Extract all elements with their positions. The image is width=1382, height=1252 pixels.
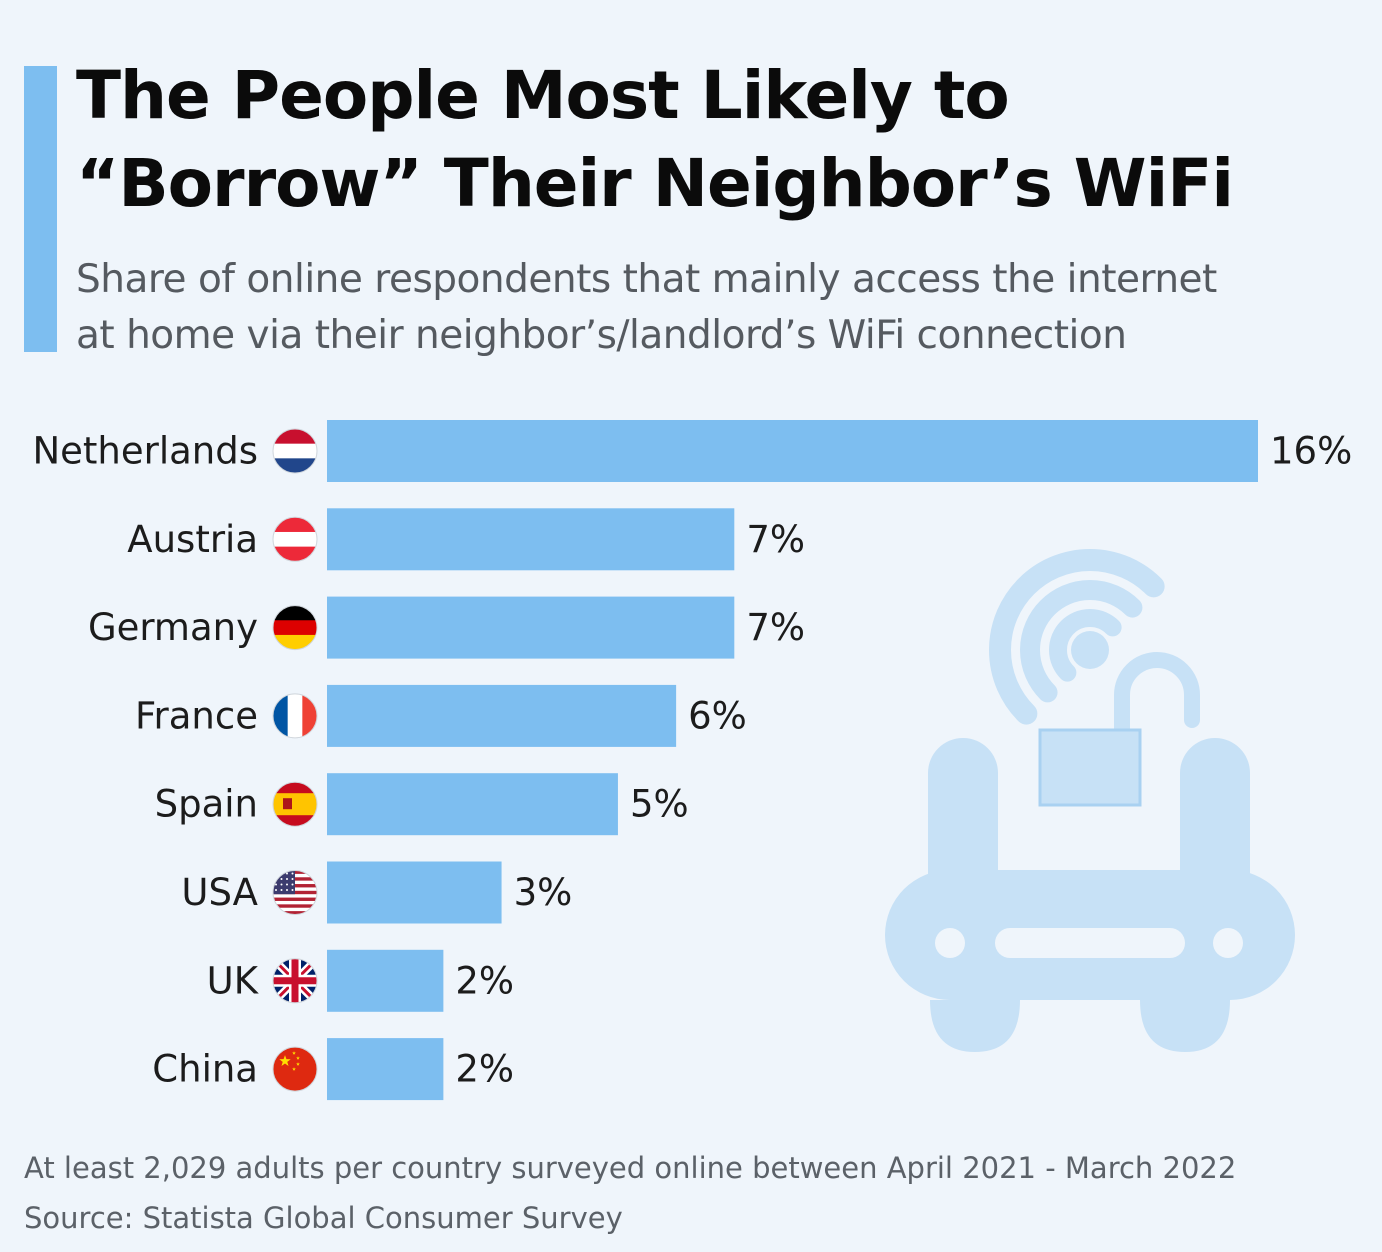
bar-france	[327, 684, 677, 747]
category-label-uk: UK	[207, 959, 260, 1002]
chart-footer: At least 2,029 adults per country survey…	[24, 1143, 1364, 1243]
chart-title-line-1: The People Most Likely to	[76, 57, 1010, 134]
category-label-france: France	[135, 694, 258, 737]
accent-bar	[24, 66, 57, 352]
value-label-austria: 7%	[746, 518, 805, 561]
flag-netherlands-icon	[272, 428, 318, 474]
bar-spain	[327, 773, 618, 836]
bar-germany	[327, 596, 735, 659]
flag-germany-icon	[272, 605, 318, 651]
category-label-netherlands: Netherlands	[32, 430, 258, 473]
chart-subtitle-line-2: at home via their neighbor’s/landlord’s …	[76, 313, 1127, 358]
flag-spain-icon	[272, 781, 318, 827]
category-label-usa: USA	[181, 871, 258, 914]
flag-china-icon	[272, 1046, 318, 1092]
bar-chart: Netherlands 16% Austria 7% Germany 7% France 6%…	[32, 420, 1352, 1101]
value-label-germany: 7%	[746, 606, 805, 649]
bar-austria	[327, 508, 735, 571]
chart-title: The People Most Likely to “Borrow” Their…	[76, 52, 1376, 228]
bar-uk	[327, 949, 444, 1012]
category-label-spain: Spain	[155, 783, 258, 826]
chart-subtitle-line-1: Share of online respondents that mainly …	[76, 257, 1217, 302]
value-label-china: 2%	[455, 1048, 514, 1091]
survey-note: At least 2,029 adults per country survey…	[24, 1151, 1237, 1185]
bar-china	[327, 1038, 444, 1101]
flag-austria-icon	[272, 516, 318, 562]
value-label-uk: 2%	[455, 959, 514, 1002]
flag-france-icon	[272, 693, 318, 739]
wifi-router-with-open-padlock-icon	[885, 549, 1295, 1052]
flag-uk-icon	[272, 958, 318, 1004]
category-label-china: China	[152, 1048, 258, 1091]
chart-subtitle: Share of online respondents that mainly …	[76, 252, 1366, 364]
flag-usa-icon	[272, 870, 318, 915]
bars-group: Netherlands 16% Austria 7% Germany 7% France 6%…	[32, 420, 1352, 1101]
value-label-france: 6%	[688, 694, 747, 737]
category-label-austria: Austria	[127, 518, 258, 561]
category-label-germany: Germany	[88, 606, 258, 649]
value-label-usa: 3%	[514, 871, 573, 914]
bar-usa	[327, 861, 502, 924]
bar-netherlands	[327, 420, 1258, 482]
value-label-netherlands: 16%	[1270, 430, 1352, 473]
chart-title-line-2: “Borrow” Their Neighbor’s WiFi	[76, 145, 1234, 222]
value-label-spain: 5%	[630, 783, 689, 826]
source-note: Source: Statista Global Consumer Survey	[24, 1201, 623, 1235]
